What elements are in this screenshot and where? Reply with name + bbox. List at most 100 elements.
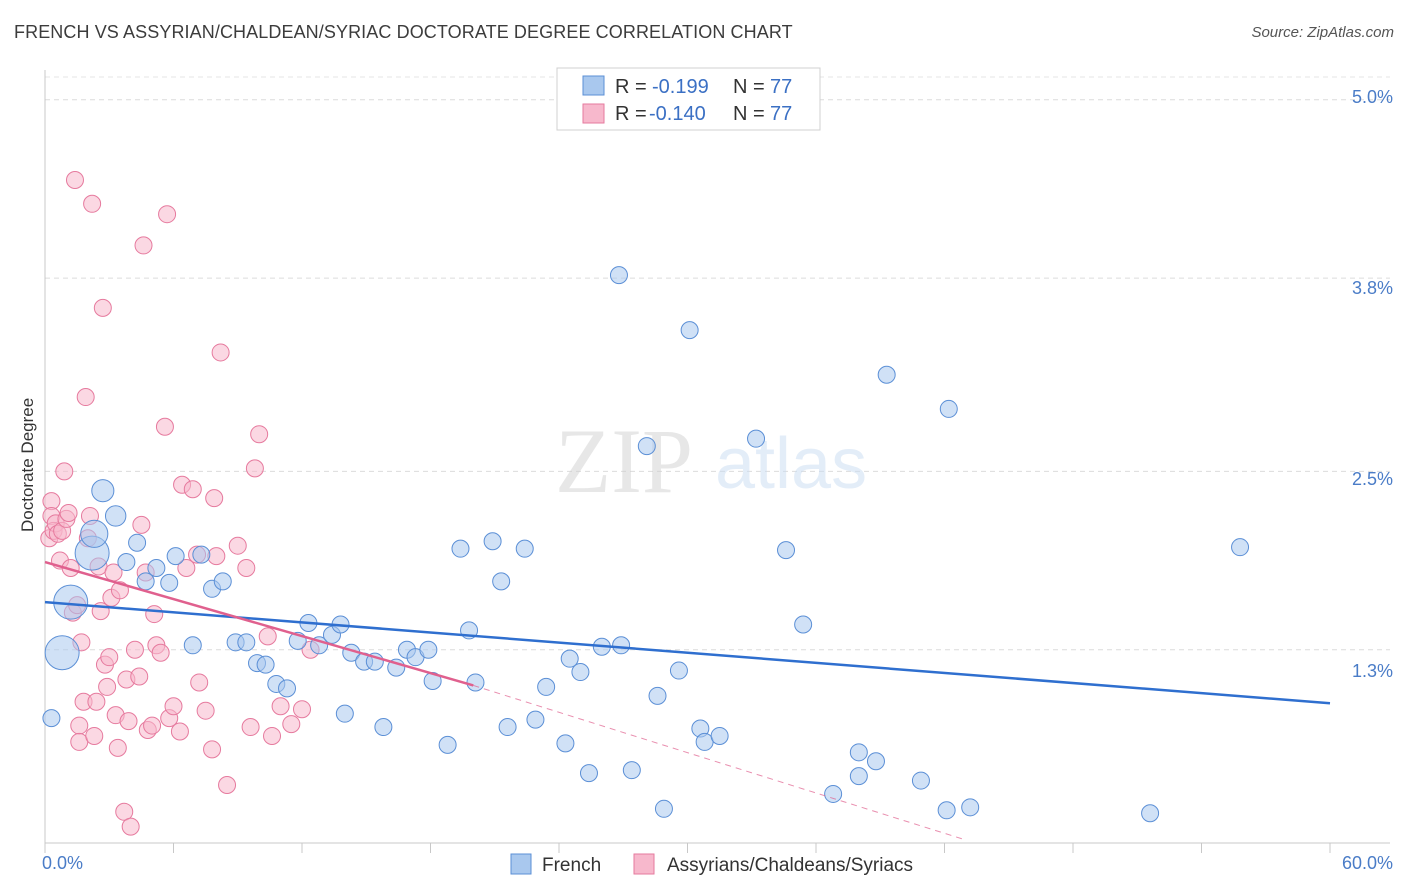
- french-point: [91, 479, 115, 503]
- french-point: [237, 633, 256, 652]
- bottom-legend-french-swatch: [510, 853, 532, 875]
- french-point: [877, 365, 896, 384]
- x-tick-label: 60.0%: [1342, 853, 1393, 873]
- assyr-point: [218, 776, 237, 795]
- french-point: [278, 679, 297, 698]
- y-axis-label: Doctorate Degree: [18, 398, 37, 532]
- french-point: [849, 743, 868, 762]
- french-point: [183, 636, 202, 655]
- assyr-point: [134, 236, 153, 255]
- assyr-point: [76, 388, 95, 407]
- french-point: [612, 636, 631, 655]
- french-point: [537, 677, 556, 696]
- series-assyrians-points: [40, 171, 320, 836]
- french-point: [824, 784, 843, 803]
- french-point: [556, 734, 575, 753]
- assyr-point: [241, 718, 260, 737]
- assyr-point: [183, 480, 202, 499]
- assyr-point: [98, 677, 117, 696]
- french-point: [1141, 804, 1160, 823]
- french-point: [213, 572, 232, 591]
- assyr-point: [205, 489, 224, 508]
- french-point: [166, 547, 185, 566]
- french-point: [256, 655, 275, 674]
- french-point: [579, 764, 598, 783]
- assyr-point: [155, 417, 174, 436]
- french-point: [937, 801, 956, 820]
- assyr-point: [100, 648, 119, 667]
- watermark-zip: ZIP: [555, 410, 693, 512]
- watermark: ZIP atlas: [555, 410, 867, 512]
- assyr-point: [108, 738, 127, 757]
- bottom-legend: French Assyrians/Chaldeans/Syriacs: [510, 853, 913, 876]
- legend-r-value: -0.199: [652, 76, 709, 98]
- assyr-point: [145, 605, 164, 624]
- legend-french-swatch: [582, 75, 605, 96]
- chart-title: FRENCH VS ASSYRIAN/CHALDEAN/SYRIAC DOCTO…: [14, 22, 793, 42]
- legend: R = -0.199 N = 77 R = -0.140 N = 77: [556, 67, 821, 131]
- french-point: [192, 545, 211, 564]
- french-point: [622, 761, 641, 780]
- french-point: [374, 718, 393, 737]
- french-point: [117, 553, 136, 572]
- french-point: [637, 437, 656, 456]
- assyr-point: [170, 722, 189, 741]
- french-point: [1231, 538, 1250, 557]
- legend-n-label: N =: [733, 76, 765, 98]
- y-tick-label: 1.3%: [1352, 661, 1393, 681]
- assyr-trend-extension: [473, 684, 967, 841]
- french-point: [560, 649, 579, 668]
- french-point: [526, 710, 545, 729]
- assyr-point: [59, 503, 78, 522]
- french-point: [104, 505, 127, 527]
- bottom-legend-french-label: French: [542, 855, 601, 876]
- assyr-point: [263, 726, 282, 745]
- assyr-point: [207, 547, 226, 566]
- french-point: [939, 399, 958, 418]
- legend-r-value: -0.140: [649, 103, 706, 125]
- french-point: [747, 429, 766, 448]
- assyr-point: [245, 459, 264, 478]
- assyr-point: [130, 667, 149, 686]
- assyr-point: [115, 802, 134, 821]
- legend-assyr-swatch: [582, 103, 605, 124]
- bottom-legend-assyr-swatch: [633, 853, 655, 875]
- french-point: [466, 673, 485, 692]
- french-point: [419, 640, 438, 659]
- assyr-point: [151, 643, 170, 662]
- legend-n-value: 77: [770, 76, 792, 98]
- assyr-point: [211, 343, 230, 362]
- legend-r-label: R =: [615, 76, 647, 98]
- assyr-point: [143, 716, 162, 735]
- french-point: [515, 539, 534, 558]
- assyr-point: [65, 171, 84, 190]
- french-point: [911, 771, 930, 790]
- assyr-point: [85, 726, 104, 745]
- french-point: [961, 798, 980, 817]
- assyr-point: [177, 558, 196, 577]
- assyr-trend-line: [44, 560, 474, 687]
- assyr-point: [258, 627, 277, 646]
- trend-lines: [44, 560, 1331, 841]
- assyr-point: [293, 700, 311, 719]
- assyr-point: [203, 740, 222, 759]
- french-point: [680, 321, 699, 340]
- bottom-legend-assyr-label: Assyrians/Chaldeans/Syriacs: [667, 855, 913, 876]
- x-tick-label: 0.0%: [42, 853, 83, 873]
- legend-n-value: 77: [770, 103, 792, 125]
- assyr-point: [93, 298, 112, 317]
- french-point: [710, 726, 729, 745]
- watermark-atlas: atlas: [715, 424, 867, 504]
- assyr-point: [121, 817, 140, 836]
- assyr-point: [228, 536, 247, 555]
- french-point: [609, 266, 628, 285]
- french-point: [80, 519, 109, 548]
- y-tick-label: 2.5%: [1352, 469, 1393, 489]
- assyr-point: [119, 712, 138, 731]
- assyr-point: [125, 640, 144, 659]
- y-tick-label: 3.8%: [1352, 278, 1393, 298]
- assyr-point: [271, 697, 290, 716]
- french-point: [42, 709, 61, 728]
- french-point: [451, 539, 470, 558]
